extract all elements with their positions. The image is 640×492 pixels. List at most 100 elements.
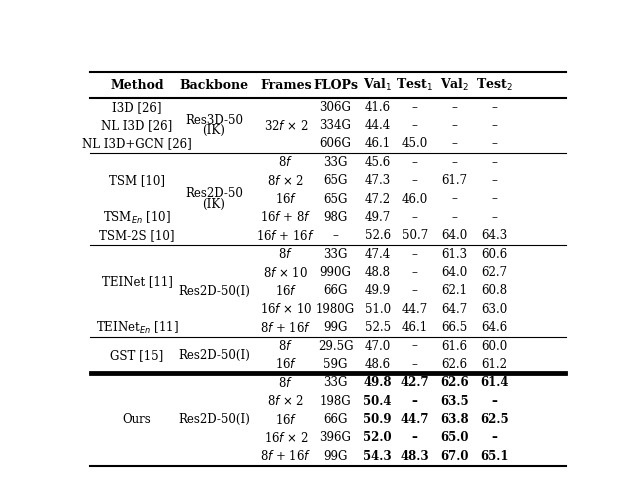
Text: Val$_1$: Val$_1$ xyxy=(363,77,392,93)
Text: –: – xyxy=(492,395,497,408)
Text: 396G: 396G xyxy=(319,431,351,444)
Text: 99G: 99G xyxy=(323,321,348,334)
Text: 64.6: 64.6 xyxy=(481,321,508,334)
Text: 16$f$: 16$f$ xyxy=(275,192,297,206)
Text: 50.4: 50.4 xyxy=(364,395,392,408)
Text: 1980G: 1980G xyxy=(316,303,355,316)
Text: 16$f$ + 16$f$: 16$f$ + 16$f$ xyxy=(257,229,316,243)
Text: 61.2: 61.2 xyxy=(481,358,507,371)
Text: Res2D-50(I): Res2D-50(I) xyxy=(178,413,250,426)
Text: 46.1: 46.1 xyxy=(402,321,428,334)
Text: –: – xyxy=(452,137,458,151)
Text: 16$f$ + 8$f$: 16$f$ + 8$f$ xyxy=(260,211,312,224)
Text: 44.7: 44.7 xyxy=(402,303,428,316)
Text: 47.4: 47.4 xyxy=(364,248,391,261)
Text: –: – xyxy=(412,156,418,169)
Text: –: – xyxy=(492,101,497,114)
Text: Res2D-50(I): Res2D-50(I) xyxy=(178,284,250,298)
Text: –: – xyxy=(412,174,418,187)
Text: –: – xyxy=(412,119,418,132)
Text: 32$f$ $\times$ 2: 32$f$ $\times$ 2 xyxy=(264,119,308,133)
Text: 45.6: 45.6 xyxy=(364,156,391,169)
Text: Test$_2$: Test$_2$ xyxy=(476,77,513,93)
Text: FLOPs: FLOPs xyxy=(313,79,358,92)
Text: 61.4: 61.4 xyxy=(480,376,508,389)
Text: 67.0: 67.0 xyxy=(440,450,468,463)
Text: 50.9: 50.9 xyxy=(364,413,392,426)
Text: NL I3D [26]: NL I3D [26] xyxy=(101,119,173,132)
Text: 47.2: 47.2 xyxy=(365,192,390,206)
Text: 62.1: 62.1 xyxy=(442,284,467,298)
Text: 306G: 306G xyxy=(319,101,351,114)
Text: 41.6: 41.6 xyxy=(365,101,390,114)
Text: 48.6: 48.6 xyxy=(365,358,390,371)
Text: 59G: 59G xyxy=(323,358,348,371)
Text: 63.0: 63.0 xyxy=(481,303,508,316)
Text: TSM-2S [10]: TSM-2S [10] xyxy=(99,229,175,243)
Text: 8$f$: 8$f$ xyxy=(278,155,293,169)
Text: –: – xyxy=(492,174,497,187)
Text: 198G: 198G xyxy=(319,395,351,408)
Text: –: – xyxy=(412,101,418,114)
Text: –: – xyxy=(333,229,339,243)
Text: 29.5G: 29.5G xyxy=(317,339,353,353)
Text: 62.6: 62.6 xyxy=(440,376,468,389)
Text: 64.0: 64.0 xyxy=(442,266,468,279)
Text: 8$f$ $\times$ 2: 8$f$ $\times$ 2 xyxy=(268,174,305,188)
Text: GST [15]: GST [15] xyxy=(111,349,164,362)
Text: 65.0: 65.0 xyxy=(440,431,468,444)
Text: 16$f$: 16$f$ xyxy=(275,358,297,371)
Text: 66.5: 66.5 xyxy=(442,321,468,334)
Text: 16$f$: 16$f$ xyxy=(275,413,297,427)
Text: –: – xyxy=(412,431,418,444)
Text: 60.8: 60.8 xyxy=(481,284,508,298)
Text: Ours: Ours xyxy=(123,413,152,426)
Text: 48.3: 48.3 xyxy=(401,450,429,463)
Text: –: – xyxy=(412,358,418,371)
Text: –: – xyxy=(412,339,418,353)
Text: 8$f$ $\times$ 2: 8$f$ $\times$ 2 xyxy=(268,394,305,408)
Text: 99G: 99G xyxy=(323,450,348,463)
Text: 49.9: 49.9 xyxy=(364,284,391,298)
Text: I3D [26]: I3D [26] xyxy=(112,101,162,114)
Text: TSM$_{En}$ [10]: TSM$_{En}$ [10] xyxy=(103,210,171,225)
Text: 8$f$ $\times$ 10: 8$f$ $\times$ 10 xyxy=(263,266,308,279)
Text: TSM [10]: TSM [10] xyxy=(109,174,165,187)
Text: 42.7: 42.7 xyxy=(401,376,429,389)
Text: Res3D-50: Res3D-50 xyxy=(185,114,243,127)
Text: 48.8: 48.8 xyxy=(365,266,390,279)
Text: (IK): (IK) xyxy=(202,198,225,211)
Text: TEINet$_{En}$ [11]: TEINet$_{En}$ [11] xyxy=(95,320,179,336)
Text: 61.3: 61.3 xyxy=(442,248,468,261)
Text: Val$_2$: Val$_2$ xyxy=(440,77,469,93)
Text: TEINet [11]: TEINet [11] xyxy=(102,276,172,288)
Text: 60.6: 60.6 xyxy=(481,248,508,261)
Text: 47.3: 47.3 xyxy=(364,174,391,187)
Text: 334G: 334G xyxy=(319,119,351,132)
Text: Frames: Frames xyxy=(260,79,312,92)
Text: 62.6: 62.6 xyxy=(442,358,468,371)
Text: 61.7: 61.7 xyxy=(442,174,468,187)
Text: 64.3: 64.3 xyxy=(481,229,508,243)
Text: 44.7: 44.7 xyxy=(401,413,429,426)
Text: –: – xyxy=(412,284,418,298)
Text: 60.0: 60.0 xyxy=(481,339,508,353)
Text: Test$_1$: Test$_1$ xyxy=(396,77,433,93)
Text: 65G: 65G xyxy=(323,192,348,206)
Text: –: – xyxy=(492,431,497,444)
Text: 16$f$ $\times$ 2: 16$f$ $\times$ 2 xyxy=(264,431,308,445)
Text: Backbone: Backbone xyxy=(179,79,248,92)
Text: –: – xyxy=(452,101,458,114)
Text: Res2D-50: Res2D-50 xyxy=(185,187,243,200)
Text: 606G: 606G xyxy=(319,137,351,151)
Text: –: – xyxy=(492,119,497,132)
Text: 16$f$: 16$f$ xyxy=(275,284,297,298)
Text: 33G: 33G xyxy=(323,248,348,261)
Text: 52.6: 52.6 xyxy=(365,229,390,243)
Text: –: – xyxy=(452,119,458,132)
Text: 44.4: 44.4 xyxy=(364,119,391,132)
Text: 63.8: 63.8 xyxy=(440,413,468,426)
Text: 33G: 33G xyxy=(323,376,348,389)
Text: 65G: 65G xyxy=(323,174,348,187)
Text: 64.0: 64.0 xyxy=(442,229,468,243)
